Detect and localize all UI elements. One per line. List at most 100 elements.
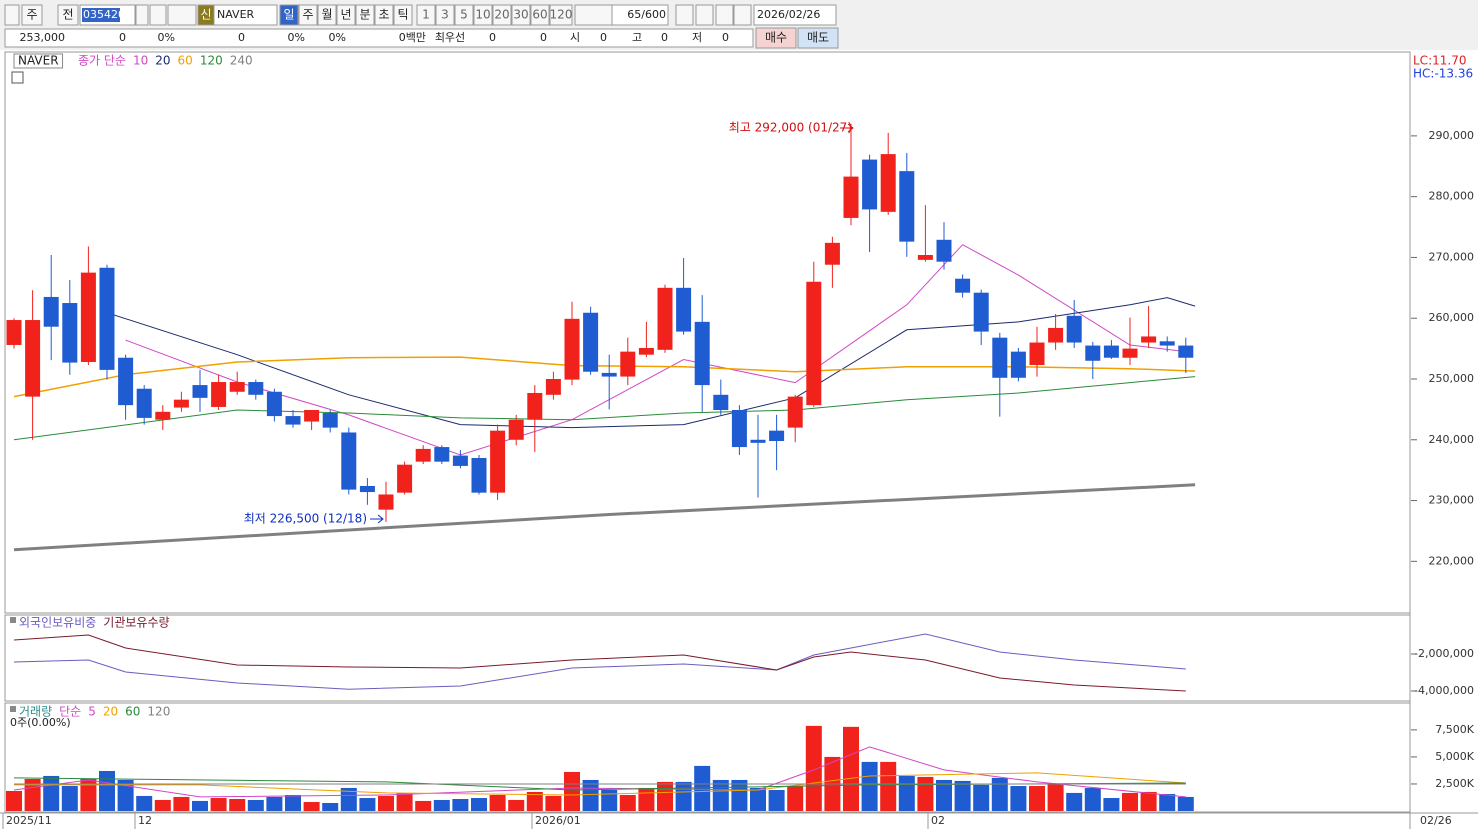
unit-button[interactable]: 일 bbox=[283, 8, 294, 22]
period-select[interactable]: 주 bbox=[26, 8, 37, 22]
search-button[interactable] bbox=[149, 4, 167, 26]
prev-button[interactable]: 전 bbox=[62, 8, 73, 22]
interval-button-box[interactable] bbox=[530, 4, 550, 26]
y-tick-label: 220,000 bbox=[1429, 554, 1475, 567]
panel-icon[interactable] bbox=[10, 706, 16, 712]
interval-button[interactable]: 1 bbox=[422, 8, 430, 22]
sell-button[interactable] bbox=[797, 27, 839, 49]
volume-bar bbox=[340, 787, 357, 811]
candle-body bbox=[266, 391, 282, 417]
quote-item: 0 bbox=[238, 31, 245, 44]
symbol-box bbox=[13, 53, 64, 69]
volume-bar bbox=[917, 776, 934, 811]
candle-body bbox=[341, 432, 357, 490]
volume-bar bbox=[1177, 796, 1194, 811]
volume-bar bbox=[954, 780, 971, 811]
candle-body bbox=[1103, 345, 1119, 358]
quote-bar bbox=[4, 28, 754, 48]
date-input[interactable] bbox=[753, 4, 837, 26]
interval-button-box[interactable] bbox=[492, 4, 512, 26]
volume-bar bbox=[359, 798, 376, 811]
volume-bar bbox=[136, 795, 153, 811]
legend-entry: 단순 bbox=[59, 705, 81, 719]
legend-entry: 240 bbox=[230, 54, 253, 68]
unit-button-box[interactable] bbox=[279, 4, 299, 26]
volume-bar bbox=[657, 781, 673, 811]
tool-icon[interactable] bbox=[675, 4, 694, 26]
sell-text[interactable]: 매도 bbox=[807, 31, 829, 45]
unit-button[interactable]: 월 bbox=[321, 8, 332, 22]
unit-button[interactable]: 틱 bbox=[397, 8, 408, 22]
unit-button-box[interactable] bbox=[393, 4, 413, 26]
name-input[interactable] bbox=[213, 4, 278, 26]
volume-bar bbox=[285, 794, 301, 811]
candle-body bbox=[992, 337, 1008, 378]
volume-bar bbox=[1140, 791, 1157, 811]
candle-body bbox=[1122, 348, 1138, 358]
candle-body bbox=[118, 357, 134, 406]
interval-button-box[interactable] bbox=[416, 4, 436, 26]
volume-bar bbox=[675, 781, 692, 811]
quote-item: 0% bbox=[329, 31, 346, 44]
count-input[interactable] bbox=[611, 4, 669, 26]
quote-item: 고 bbox=[632, 31, 642, 44]
unit-button-box[interactable] bbox=[355, 4, 375, 26]
menu-icon[interactable] bbox=[4, 4, 20, 26]
y-tick-label: 250,000 bbox=[1429, 372, 1475, 385]
new-button[interactable]: 신 bbox=[200, 8, 211, 22]
tool-icon[interactable] bbox=[733, 4, 752, 26]
interval-input[interactable] bbox=[574, 4, 616, 26]
volume-average bbox=[14, 772, 1186, 796]
legend-entry: 외국인보유비중 bbox=[19, 616, 96, 630]
indicator-line bbox=[13, 634, 1186, 692]
unit-button-box[interactable] bbox=[336, 4, 356, 26]
legend-entry: 종가 단순 bbox=[78, 54, 126, 68]
interval-button[interactable]: 120 bbox=[550, 8, 573, 22]
y-tick-label: -4,000,000 bbox=[1414, 684, 1474, 697]
code-text[interactable]: 035420 bbox=[83, 8, 125, 21]
interval-button[interactable]: 3 bbox=[441, 8, 449, 22]
interval-button-box[interactable] bbox=[549, 4, 573, 26]
candle-body bbox=[583, 312, 599, 372]
interval-button-box[interactable] bbox=[511, 4, 531, 26]
volume-bar bbox=[229, 798, 246, 811]
period-select-box[interactable] bbox=[21, 4, 43, 26]
x-tick-label: 12 bbox=[138, 814, 152, 827]
interval-button[interactable]: 20 bbox=[494, 8, 509, 22]
low-annotation: 최저 226,500 (12/18) bbox=[244, 512, 367, 526]
code-highlight bbox=[82, 8, 120, 22]
buy-text[interactable]: 매수 bbox=[765, 31, 787, 45]
quote-item: 0 bbox=[119, 31, 126, 44]
y-tick-label: 5,000K bbox=[1435, 750, 1474, 763]
sound-button[interactable] bbox=[167, 4, 197, 26]
count-text[interactable]: 65/600 bbox=[627, 8, 666, 21]
table-icon[interactable] bbox=[11, 71, 24, 84]
interval-button[interactable]: 30 bbox=[513, 8, 528, 22]
interval-button[interactable]: 10 bbox=[475, 8, 490, 22]
unit-button[interactable]: 초 bbox=[378, 8, 389, 22]
unit-button[interactable]: 년 bbox=[340, 8, 351, 22]
interval-button-box[interactable] bbox=[435, 4, 455, 26]
unit-button-box[interactable] bbox=[374, 4, 394, 26]
tool-icon[interactable] bbox=[695, 4, 714, 26]
candle-body bbox=[1178, 345, 1194, 358]
candle-body bbox=[322, 413, 338, 428]
interval-button-box[interactable] bbox=[454, 4, 474, 26]
buy-button[interactable] bbox=[755, 27, 797, 49]
interval-button[interactable]: 60 bbox=[532, 8, 547, 22]
candle-body bbox=[285, 416, 301, 425]
date-text[interactable]: 2026/02/26 bbox=[757, 8, 820, 21]
name-text[interactable]: NAVER bbox=[217, 8, 255, 21]
dropdown[interactable] bbox=[135, 4, 149, 26]
unit-button[interactable]: 주 bbox=[302, 8, 313, 22]
interval-button-box[interactable] bbox=[473, 4, 493, 26]
candle-body bbox=[229, 382, 245, 392]
interval-button[interactable]: 5 bbox=[460, 8, 468, 22]
unit-button-box[interactable] bbox=[317, 4, 337, 26]
legend-entry: 120 bbox=[147, 705, 170, 719]
unit-button-box[interactable] bbox=[298, 4, 318, 26]
prev-button-box[interactable] bbox=[57, 4, 79, 26]
tool-icon[interactable] bbox=[715, 4, 734, 26]
unit-button[interactable]: 분 bbox=[359, 8, 370, 22]
panel-icon[interactable] bbox=[10, 617, 16, 623]
